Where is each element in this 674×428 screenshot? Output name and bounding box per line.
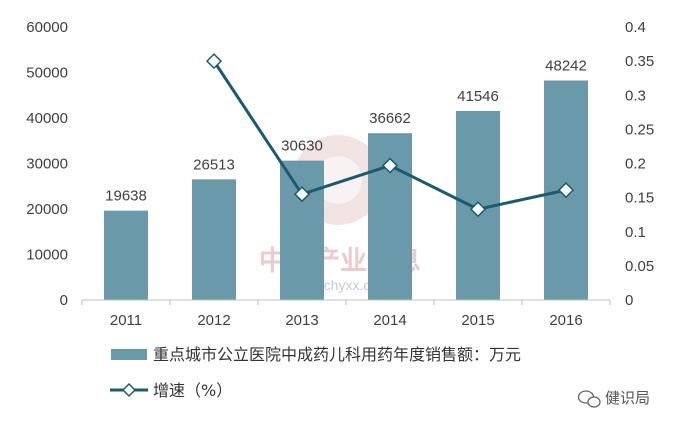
y-right-tick-label: 0.25	[625, 121, 654, 138]
wechat-icon	[577, 390, 601, 408]
x-tick-label: 2012	[197, 312, 230, 329]
bar-value-label: 41546	[457, 88, 499, 105]
y-left-tick-label: 30000	[26, 156, 68, 173]
x-tick-label: 2015	[461, 312, 494, 329]
y-axis-right-ticks: 0 0.05 0.1 0.15 0.2 0.25 0.3 0.35 0.4	[625, 19, 654, 309]
brand-name: 健识局	[605, 389, 650, 407]
growth-marker-2012	[205, 53, 223, 70]
growth-marker-2016	[557, 182, 575, 199]
growth-marker-2014	[381, 157, 399, 174]
y-left-tick-label: 10000	[26, 247, 68, 264]
x-tick-label: 2011	[110, 312, 142, 329]
bar-value-label: 30630	[281, 138, 323, 155]
y-left-tick-label: 0	[60, 292, 68, 309]
legend-item-bar: 重点城市公立医院中成药儿科用药年度销售额：万元	[111, 345, 521, 364]
x-tick-label: 2014	[373, 312, 406, 329]
y-right-tick-label: 0.05	[625, 258, 654, 275]
bar-value-label: 26513	[193, 156, 235, 173]
y-axis-left-ticks: 0 10000 20000 30000 40000 50000 60000	[26, 19, 68, 309]
y-left-tick-label: 50000	[26, 65, 68, 82]
y-right-tick-label: 0.15	[625, 190, 654, 207]
bar-value-label: 19638	[105, 188, 147, 205]
legend-item-line: 增速（%）	[110, 381, 232, 400]
growth-marker-2013	[293, 186, 311, 203]
bar-2011	[104, 210, 148, 300]
y-right-tick-label: 0	[625, 292, 633, 309]
y-right-tick-label: 0.4	[625, 19, 646, 36]
bar-2012	[192, 179, 236, 300]
y-left-tick-label: 60000	[26, 19, 68, 36]
legend-line-label: 增速（%）	[153, 381, 232, 400]
legend-bar-swatch	[111, 349, 147, 360]
brand: 健识局	[577, 389, 650, 408]
x-tick-label: 2016	[549, 312, 582, 329]
bar-value-label: 36662	[369, 110, 411, 127]
legend-bar-label: 重点城市公立医院中成药儿科用药年度销售额：万元	[153, 345, 521, 364]
legend: 重点城市公立医院中成药儿科用药年度销售额：万元 增速（%）	[110, 345, 521, 400]
data-labels: 19638 26513 30630 36662 41546 48242	[105, 57, 587, 204]
x-tick-label: 2013	[285, 312, 318, 329]
y-right-tick-label: 0.1	[625, 224, 646, 241]
legend-diamond-marker	[121, 382, 137, 398]
bar-2013	[280, 160, 324, 300]
growth-marker-2015	[469, 201, 487, 218]
y-right-tick-label: 0.2	[625, 156, 646, 173]
bar-value-label: 48242	[545, 57, 587, 74]
y-left-tick-label: 20000	[26, 201, 68, 218]
y-left-tick-label: 40000	[26, 110, 68, 127]
x-axis-ticks: 2011 2012 2013 2014 2015 2016	[110, 312, 583, 329]
y-right-tick-label: 0.3	[625, 87, 646, 104]
watermark-logo-inner	[314, 156, 362, 204]
y-right-tick-label: 0.35	[625, 53, 654, 70]
axes	[81, 299, 611, 305]
line-series	[205, 53, 575, 218]
